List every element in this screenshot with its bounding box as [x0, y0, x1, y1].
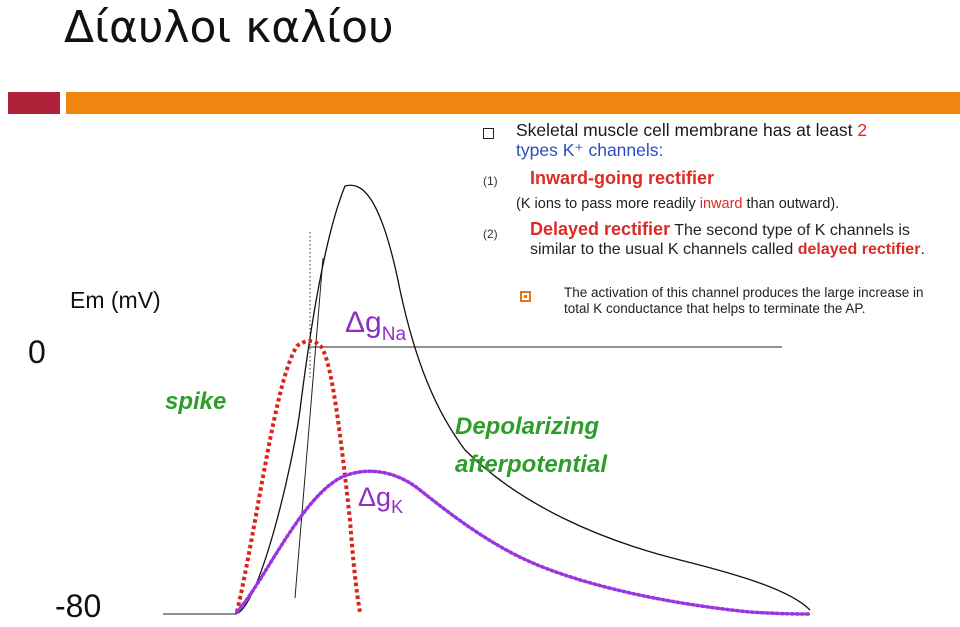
spike-label: spike — [165, 388, 227, 415]
item-number-1: (1) — [483, 174, 498, 188]
bullet-text: Skeletal muscle cell membrane has at lea… — [516, 120, 868, 160]
gna-conductance-curve — [235, 339, 362, 613]
sub-bullet-icon — [520, 291, 531, 302]
y-axis-label: Em (mV) — [70, 287, 161, 313]
inward-rectifier-note: (K ions to pass more readily inward than… — [516, 196, 840, 212]
page-title: Δίαυλοι καλίου — [64, 2, 394, 53]
gna-label: ΔgNa — [345, 306, 407, 345]
bullet-square-icon — [483, 128, 494, 139]
afterpotential-label: Depolarizing afterpotential — [455, 413, 608, 478]
channel-types-text: types K⁺ channels: — [516, 140, 664, 160]
title-accent-bar-orange — [66, 92, 960, 114]
item-number-2: (2) — [483, 227, 498, 241]
y-zero-label: 0 — [28, 334, 46, 370]
gk-label: ΔgK — [358, 482, 404, 517]
y-min-label: -80 — [55, 588, 102, 624]
tangent-line — [294, 257, 324, 599]
sub-bullet-text: The activation of this channel produces … — [564, 285, 924, 316]
inward-rectifier-title: Inward-going rectifier — [530, 168, 715, 188]
action-potential-curve — [234, 184, 811, 615]
title-accent-bar-red — [8, 92, 60, 114]
delayed-rectifier-title: Delayed rectifier — [530, 219, 671, 239]
delayed-rectifier-text: Delayed rectifier The second type of K c… — [530, 219, 925, 259]
channel-count: 2 — [857, 120, 868, 140]
gk-conductance-curve — [235, 469, 812, 616]
